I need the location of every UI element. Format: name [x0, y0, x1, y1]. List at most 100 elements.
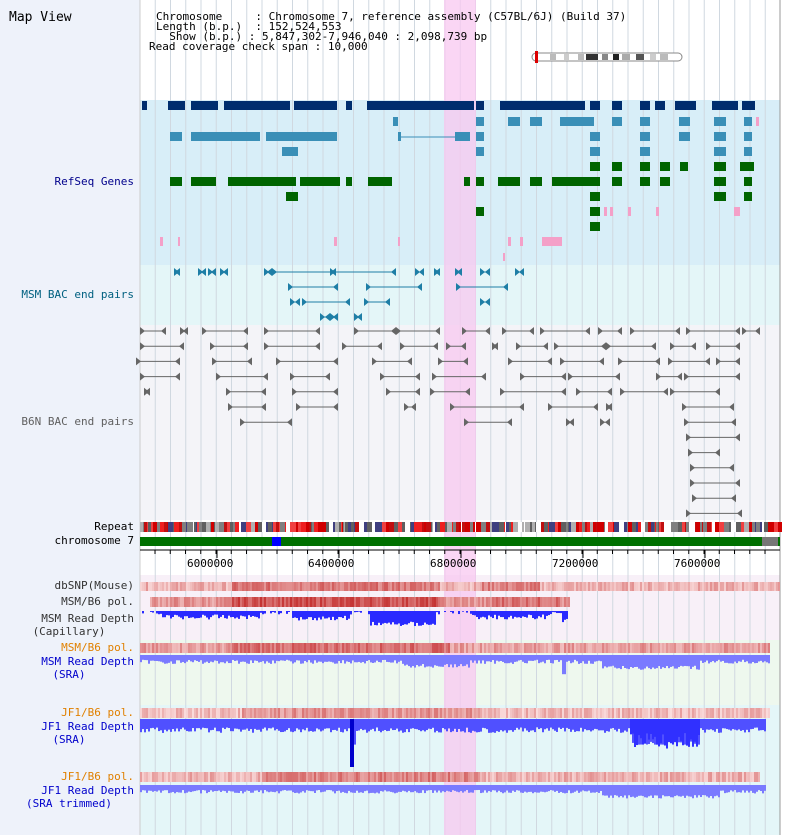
- gene-feature[interactable]: [168, 101, 185, 110]
- bac-end-pair[interactable]: [670, 387, 720, 396]
- gene-feature[interactable]: [170, 132, 182, 141]
- track-label-jf1-depth-trimmed[interactable]: JF1 Read Depth: [41, 784, 134, 797]
- bac-end-pair[interactable]: [742, 327, 760, 335]
- bac-end-pair[interactable]: [692, 494, 736, 503]
- bac-end-pair[interactable]: [228, 403, 266, 411]
- bac-end-pair[interactable]: [686, 509, 742, 518]
- gene-feature[interactable]: [680, 162, 688, 171]
- jf1-b6-pol-track-2[interactable]: [140, 772, 760, 782]
- gene-feature[interactable]: [476, 177, 484, 186]
- bac-end-pair[interactable]: [330, 313, 338, 321]
- bac-end-pair[interactable]: [480, 268, 490, 276]
- gene-feature[interactable]: [590, 192, 600, 201]
- bac-end-pair[interactable]: [174, 268, 180, 276]
- gene-feature[interactable]: [398, 132, 401, 141]
- track-label-b6n-bac[interactable]: B6N BAC end pairs: [21, 415, 134, 428]
- gene-feature[interactable]: [612, 162, 622, 171]
- bac-end-pair[interactable]: [554, 342, 606, 351]
- track-label-msm-depth-capillary[interactable]: MSM Read Depth: [41, 612, 134, 625]
- bac-end-pair[interactable]: [456, 283, 508, 291]
- bac-end-pair[interactable]: [180, 327, 188, 335]
- bac-end-pair[interactable]: [430, 387, 470, 396]
- bac-end-pair[interactable]: [290, 298, 300, 306]
- bac-end-pair[interactable]: [386, 387, 420, 396]
- track-label-chromosome[interactable]: chromosome 7: [54, 534, 134, 547]
- track-label-jf1-b6-pol-1[interactable]: JF1/B6 pol.: [61, 706, 134, 719]
- gene-feature[interactable]: [612, 177, 622, 186]
- bac-end-pair[interactable]: [568, 372, 620, 381]
- bac-end-pair[interactable]: [272, 268, 396, 276]
- chromosome-ideogram[interactable]: [531, 51, 683, 63]
- gene-feature[interactable]: [464, 177, 470, 186]
- gene-feature[interactable]: [530, 177, 542, 186]
- gene-feature[interactable]: [660, 177, 670, 186]
- gene-feature[interactable]: [476, 132, 484, 141]
- bac-end-pair[interactable]: [264, 327, 320, 335]
- bac-end-pair[interactable]: [208, 268, 216, 276]
- bac-end-pair[interactable]: [380, 372, 420, 381]
- gene-feature[interactable]: [679, 132, 690, 141]
- gene-feature[interactable]: [368, 177, 392, 186]
- track-label-msm-bac[interactable]: MSM BAC end pairs: [21, 288, 134, 301]
- gene-feature[interactable]: [346, 177, 352, 186]
- bac-end-pair[interactable]: [136, 357, 180, 366]
- gene-feature[interactable]: [500, 101, 585, 110]
- bac-end-pair[interactable]: [302, 298, 350, 306]
- bac-end-pair[interactable]: [686, 327, 740, 335]
- gene-feature[interactable]: [476, 117, 484, 126]
- gene-feature[interactable]: [675, 101, 696, 110]
- gene-feature[interactable]: [508, 117, 520, 126]
- bac-end-pair[interactable]: [198, 268, 206, 276]
- gene-feature[interactable]: [742, 101, 755, 110]
- bac-end-pair[interactable]: [220, 268, 228, 276]
- gene-feature[interactable]: [740, 162, 754, 171]
- gene-feature[interactable]: [530, 117, 542, 126]
- bac-end-pair[interactable]: [434, 268, 440, 276]
- bac-end-pair[interactable]: [500, 387, 566, 396]
- gene-feature[interactable]: [560, 117, 594, 126]
- jf1-b6-pol-track-1[interactable]: [140, 708, 770, 718]
- bac-end-pair[interactable]: [706, 342, 740, 351]
- gene-feature[interactable]: [655, 101, 665, 110]
- gene-feature[interactable]: [170, 177, 182, 186]
- bac-end-pair[interactable]: [354, 327, 396, 335]
- gene-feature[interactable]: [640, 132, 650, 141]
- bac-end-pair[interactable]: [560, 357, 604, 366]
- bac-end-pair[interactable]: [516, 342, 548, 351]
- gene-feature[interactable]: [612, 117, 622, 126]
- track-label-jf1-depth-sra[interactable]: JF1 Read Depth: [41, 720, 134, 733]
- bac-end-pair[interactable]: [690, 479, 740, 487]
- bac-end-pair[interactable]: [515, 268, 524, 276]
- gene-feature[interactable]: [744, 132, 752, 141]
- gene-feature[interactable]: [640, 162, 650, 171]
- gene-feature[interactable]: [476, 147, 484, 156]
- gene-feature[interactable]: [590, 222, 600, 231]
- gene-feature[interactable]: [679, 117, 690, 126]
- bac-end-pair[interactable]: [520, 372, 566, 381]
- bac-end-pair[interactable]: [212, 357, 252, 366]
- bac-end-pair[interactable]: [404, 403, 416, 411]
- gene-feature[interactable]: [612, 101, 622, 110]
- gene-feature[interactable]: [286, 192, 298, 201]
- gene-feature[interactable]: [640, 117, 650, 126]
- bac-end-pair[interactable]: [455, 268, 462, 276]
- bac-end-pair[interactable]: [240, 418, 292, 427]
- gene-feature[interactable]: [744, 192, 752, 201]
- gene-feature[interactable]: [714, 192, 726, 201]
- bac-end-pair[interactable]: [292, 387, 338, 396]
- gene-feature[interactable]: [714, 132, 726, 141]
- gene-feature[interactable]: [714, 147, 726, 156]
- bac-end-pair[interactable]: [210, 342, 248, 351]
- gene-feature[interactable]: [640, 177, 650, 186]
- bac-end-pair[interactable]: [548, 403, 598, 411]
- track-label-msm-b6-pol-2[interactable]: MSM/B6 pol.: [61, 641, 134, 654]
- gene-feature[interactable]: [346, 101, 352, 110]
- gene-feature[interactable]: [590, 101, 600, 110]
- bac-end-pair[interactable]: [688, 448, 720, 457]
- bac-end-pair[interactable]: [576, 387, 612, 396]
- bac-end-pair[interactable]: [464, 418, 512, 427]
- bac-end-pair[interactable]: [296, 403, 338, 411]
- gene-feature[interactable]: [590, 132, 600, 141]
- bac-end-pair[interactable]: [400, 342, 438, 351]
- bac-end-pair[interactable]: [140, 372, 180, 381]
